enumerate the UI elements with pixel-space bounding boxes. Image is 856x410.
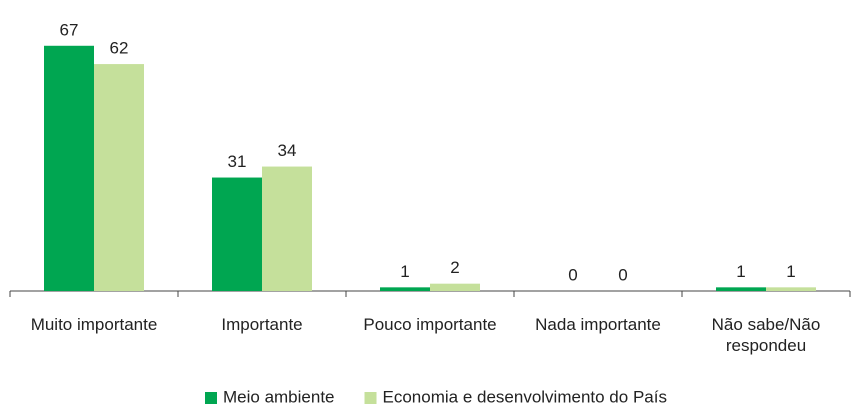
bar <box>94 64 144 291</box>
bar <box>380 287 430 291</box>
x-tick-label: Não sabe/Não respondeu <box>711 315 821 355</box>
x-tick-label: Pouco importante <box>363 315 497 334</box>
data-label: 1 <box>736 262 745 281</box>
data-label: 0 <box>618 265 627 284</box>
legend-swatch <box>205 392 217 404</box>
data-label: 2 <box>450 258 459 277</box>
bar <box>212 177 262 291</box>
bar <box>44 45 94 291</box>
data-label: 67 <box>60 20 79 39</box>
data-label: 1 <box>400 262 409 281</box>
bar <box>262 166 312 291</box>
x-tick-label: Nada importante <box>535 315 661 334</box>
bar <box>766 287 816 291</box>
legend-swatch <box>364 392 377 404</box>
legend-label: Meio ambiente <box>223 387 335 406</box>
legend-label: Economia e desenvolvimento do País <box>383 387 667 406</box>
data-label: 62 <box>110 39 129 58</box>
data-label: 0 <box>568 265 577 284</box>
bar <box>430 283 480 291</box>
x-tick-label: Muito importante <box>30 315 158 334</box>
bar <box>716 287 766 291</box>
data-label: 34 <box>278 141 297 160</box>
data-label: 1 <box>786 262 795 281</box>
data-label: 31 <box>228 152 247 171</box>
x-tick-label: Importante <box>221 315 303 334</box>
